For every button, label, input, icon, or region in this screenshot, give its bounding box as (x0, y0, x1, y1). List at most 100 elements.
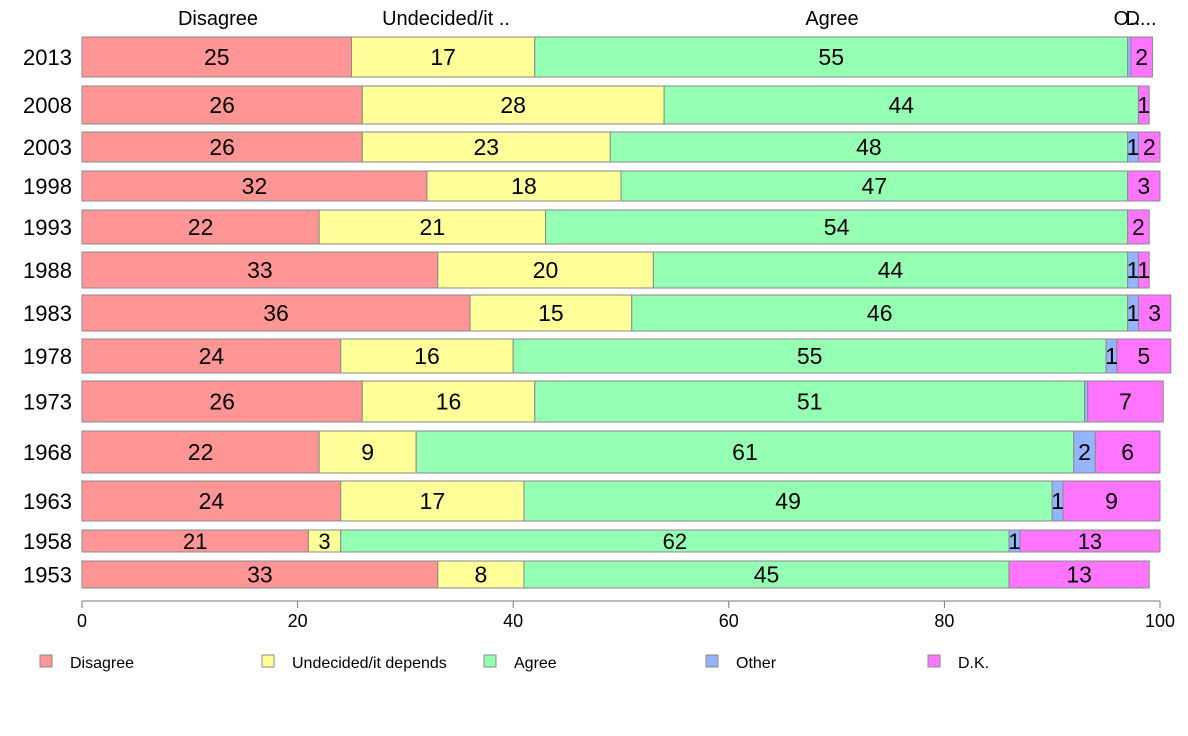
data-label-1978-0: 24 (199, 343, 225, 369)
bar-1968-disagree (81, 430, 320, 474)
data-label-2003-2: 48 (856, 134, 882, 160)
data-label-1988-3: 1 (1127, 257, 1140, 283)
data-label-1988-4: 1 (1137, 257, 1150, 283)
legend-swatch-3 (483, 654, 497, 668)
x-tick-label-20: 20 (288, 611, 308, 631)
x-tick-label-60: 60 (719, 611, 739, 631)
category-label-1963: 1963 (23, 489, 72, 514)
bar-1953-disagree (81, 560, 439, 589)
bar-row-1973: 26 16 51 7 (81, 380, 1164, 423)
data-label-1998-1: 18 (511, 173, 537, 199)
bar-2003-d-k (1137, 131, 1161, 163)
bar-2003-disagree (81, 131, 363, 163)
legend-swatch-2 (261, 654, 275, 668)
bar-row-1963: 24 17 49 1 9 (81, 480, 1161, 522)
bar-1968-agree (415, 430, 1075, 474)
x-tick-label-40: 40 (503, 611, 523, 631)
bar-row-1968: 22 9 61 2 6 (81, 430, 1161, 474)
x-axis: 0 20 40 60 80 100 (77, 600, 1175, 631)
bar-1978-d-k (1116, 338, 1172, 374)
data-label-1993-2: 54 (824, 214, 850, 240)
data-label-2013-1: 17 (430, 44, 456, 70)
bar-row-1978: 24 16 55 1 5 (81, 338, 1172, 374)
bar-row-1983: 36 15 46 1 3 (81, 294, 1172, 332)
data-label-2013-2: 55 (818, 44, 844, 70)
bar-1968-undecided-it-depends (318, 430, 417, 474)
bar-1998-disagree (81, 170, 428, 202)
legend-label-5: D.K. (958, 655, 989, 672)
bar-1983-agree (631, 294, 1129, 332)
data-label-1988-2: 44 (878, 257, 904, 283)
category-axis-labels: 2013 2008 2003 1998 1993 1988 1983 1978 1973 1968… (23, 45, 72, 588)
legend-item-2: Undecided/it depends (261, 654, 447, 672)
data-label-1988-1: 20 (533, 257, 559, 283)
data-label-1968-4: 6 (1121, 439, 1134, 465)
data-label-1953-2: 45 (754, 562, 780, 588)
bar-1983-disagree (81, 294, 471, 332)
bar-1988-undecided-it-depends (437, 251, 654, 289)
data-label-1968-3: 2 (1078, 439, 1091, 465)
column-header-4: O.. (1114, 8, 1141, 30)
data-label-1958-4: 13 (1078, 529, 1102, 554)
bar-2008-undecided-it-depends (361, 85, 665, 125)
legend-label-3: Agree (514, 655, 557, 672)
data-label-1968-2: 61 (732, 439, 758, 465)
bar-2003-undecided-it-depends (361, 131, 611, 163)
bar-2008-d-k (1137, 85, 1150, 125)
data-label-1983-4: 3 (1148, 300, 1161, 326)
bar-1993-agree (545, 209, 1129, 245)
data-label-1983-2: 46 (867, 300, 893, 326)
data-label-2013-0: 25 (204, 44, 230, 70)
data-label-1973-0: 26 (209, 389, 235, 415)
bar-1968-d-k (1094, 430, 1161, 474)
column-header-2: Undecided/it .. (382, 8, 510, 30)
bar-1963-undecided-it-depends (340, 480, 525, 522)
data-label-2008-4: 1 (1137, 92, 1150, 118)
category-label-1988: 1988 (23, 258, 72, 283)
data-label-1958-2: 62 (663, 529, 687, 554)
bar-1953-d-k (1008, 560, 1150, 589)
legend-label-1: Disagree (70, 655, 134, 672)
legend: Disagree Undecided/it depends Agree Other D.… (39, 654, 989, 672)
bar-1953-agree (523, 560, 1010, 589)
bar-row-2008: 26 28 44 1 (81, 85, 1150, 125)
legend-item-5: D.K. (927, 654, 989, 672)
bar-row-1998: 32 18 47 3 (81, 170, 1161, 202)
data-label-1963-0: 24 (199, 488, 225, 514)
bar-1963-disagree (81, 480, 342, 522)
legend-swatch-1 (39, 654, 53, 668)
category-label-1958: 1958 (23, 529, 72, 554)
data-label-1973-4: 7 (1119, 389, 1132, 415)
bar-1998-d-k (1127, 170, 1161, 202)
category-label-1993: 1993 (23, 215, 72, 240)
data-label-1988-0: 33 (247, 257, 273, 283)
bar-1998-agree (620, 170, 1129, 202)
bar-row-2013: 25 17 55 2 (81, 36, 1153, 78)
legend-item-1: Disagree (39, 654, 134, 672)
data-label-1968-0: 22 (188, 439, 214, 465)
bar-1953-undecided-it-depends (437, 560, 525, 589)
legend-label-4: Other (736, 655, 777, 672)
x-tick-label-100: 100 (1145, 611, 1175, 631)
data-label-2013-4: 2 (1135, 44, 1148, 70)
bar-row-1958: 21 3 62 1 13 (81, 529, 1161, 554)
bar-2003-agree (609, 131, 1129, 163)
category-label-1983: 1983 (23, 301, 72, 326)
category-label-1973: 1973 (23, 390, 72, 415)
data-label-1993-0: 22 (188, 214, 214, 240)
bar-1963-agree (523, 480, 1053, 522)
data-label-1978-1: 16 (414, 343, 440, 369)
bar-row-1953: 33 8 45 13 (81, 560, 1150, 589)
bar-1978-undecided-it-depends (340, 338, 514, 374)
bar-1978-agree (512, 338, 1107, 374)
bar-row-1988: 33 20 44 11 (81, 251, 1150, 289)
bar-1988-d-k (1137, 251, 1150, 289)
data-label-1998-0: 32 (242, 173, 268, 199)
legend-label-2: Undecided/it depends (292, 655, 447, 672)
x-tick-label-0: 0 (77, 611, 87, 631)
bar-1988-agree (652, 251, 1129, 289)
data-label-1963-1: 17 (420, 488, 446, 514)
data-label-1973-1: 16 (436, 389, 462, 415)
bar-1973-disagree (81, 380, 363, 423)
